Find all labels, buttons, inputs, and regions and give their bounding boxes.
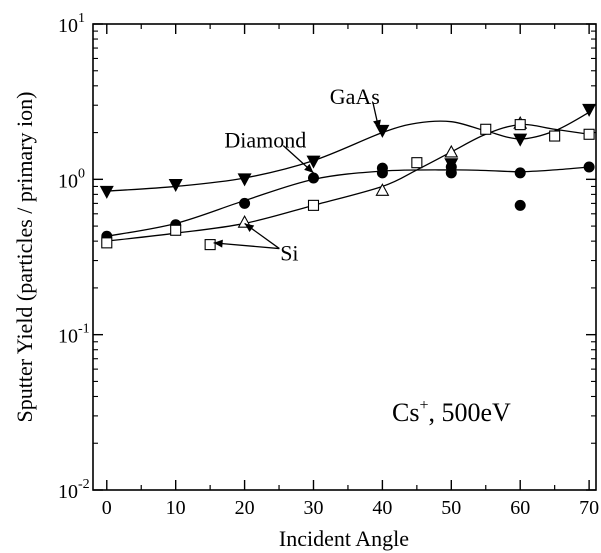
y-tick-mantissa: 10 bbox=[58, 15, 78, 37]
annotation-arrowhead-si bbox=[244, 223, 255, 232]
gaas-triangle-point bbox=[513, 133, 528, 147]
y-tick-label: 101 bbox=[58, 11, 85, 37]
x-tick-label: 20 bbox=[235, 497, 255, 519]
condition-note: Cs+, 500eV bbox=[392, 397, 511, 427]
x-tick-label: 40 bbox=[372, 497, 392, 519]
x-tick-label: 70 bbox=[579, 497, 599, 519]
si-square-point bbox=[170, 224, 182, 236]
x-tick-label: 60 bbox=[510, 497, 530, 519]
gaas-triangle-point bbox=[306, 155, 321, 169]
si-triangle-point bbox=[375, 183, 390, 196]
si-square-point bbox=[583, 128, 595, 140]
y-axis-label: Sputter Yield (particles / primary ion) bbox=[12, 92, 37, 423]
condition-note-energy: , 500eV bbox=[429, 398, 512, 427]
fit-curves bbox=[106, 111, 590, 242]
si-square-point bbox=[307, 199, 320, 211]
annotations: GaAs Diamond Si bbox=[213, 84, 381, 266]
fit-curve-gaas-triangle bbox=[106, 111, 590, 192]
y-tick-label: 10-1 bbox=[58, 322, 90, 348]
si-triangle-point bbox=[444, 144, 459, 158]
x-tick-label: 30 bbox=[303, 497, 323, 519]
gaas-triangle-point bbox=[237, 173, 252, 187]
annotation-leader-si bbox=[213, 242, 280, 250]
y-tick-exponent: 0 bbox=[78, 166, 85, 181]
diamond-circle-point bbox=[307, 172, 319, 184]
si-square-point bbox=[549, 130, 561, 142]
annotation-arrowhead-gaas bbox=[373, 119, 381, 130]
annotation-si: Si bbox=[280, 241, 298, 266]
gaas-triangle-point bbox=[582, 103, 597, 117]
si-square-point bbox=[514, 119, 526, 131]
y-tick-exponent: -1 bbox=[78, 322, 90, 337]
y-tick-mantissa: 10 bbox=[58, 170, 78, 192]
diamond-circle-point bbox=[583, 161, 595, 173]
x-axis-label: Incident Angle bbox=[279, 526, 409, 551]
plot-frame bbox=[92, 23, 597, 491]
si-square-point bbox=[480, 123, 492, 135]
diamond-circle-point bbox=[514, 167, 526, 179]
diamond-circle-point bbox=[376, 167, 388, 179]
annotation-arrowhead-diamond bbox=[304, 163, 314, 173]
x-tick-label: 50 bbox=[441, 497, 461, 519]
y-tick-mantissa: 10 bbox=[58, 481, 78, 503]
fit-curve-si-triangle bbox=[106, 123, 590, 242]
gaas-triangle-point bbox=[168, 178, 183, 192]
si-square-point bbox=[101, 237, 113, 249]
annotation-gaas: GaAs bbox=[330, 84, 380, 109]
diamond-circle-point bbox=[445, 167, 457, 179]
y-tick-mantissa: 10 bbox=[58, 326, 78, 348]
diamond-circle-point bbox=[514, 199, 526, 211]
y-tick-exponent: 1 bbox=[78, 11, 85, 26]
condition-note-charge: + bbox=[419, 397, 428, 414]
data-markers bbox=[99, 103, 597, 251]
si-square-point bbox=[204, 239, 216, 251]
si-square-point bbox=[411, 157, 423, 169]
y-tick-label: 100 bbox=[58, 166, 85, 192]
y-tick-exponent: -2 bbox=[78, 477, 90, 492]
x-tick-label: 10 bbox=[166, 497, 186, 519]
fit-curve-diamond-circle bbox=[106, 166, 590, 237]
diamond-circle-point bbox=[239, 197, 251, 209]
x-tick-label: 0 bbox=[102, 497, 112, 519]
condition-note-ion: Cs bbox=[392, 398, 419, 427]
y-tick-label: 10-2 bbox=[58, 477, 90, 503]
annotation-arrowhead-si bbox=[213, 239, 223, 248]
gaas-triangle-point bbox=[99, 185, 114, 199]
annotation-diamond: Diamond bbox=[224, 128, 306, 153]
